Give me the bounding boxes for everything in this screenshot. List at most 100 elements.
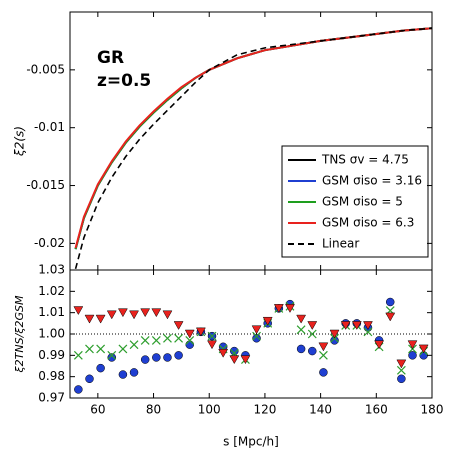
line-series [74, 27, 432, 249]
x-tick-label: 180 [421, 403, 444, 417]
point [262, 316, 273, 326]
point [396, 365, 406, 375]
point [207, 331, 217, 341]
x-tick-label: 120 [253, 403, 276, 417]
y-tick-label: -0.01 [34, 120, 65, 134]
point [129, 368, 139, 377]
point [151, 335, 161, 345]
legend-label: GSM σiso = 6.3 [322, 216, 414, 230]
legend-label: GSM σiso = 5 [322, 195, 403, 209]
y-axis-label: ξ2TNS/ξ2GSM [13, 295, 26, 373]
point [163, 333, 172, 343]
point [140, 308, 151, 318]
y-tick-label: 1.02 [38, 284, 65, 298]
legend-label: GSM σiso = 3.16 [322, 174, 422, 188]
point [319, 368, 328, 377]
point [195, 327, 206, 337]
point [117, 308, 128, 318]
point [363, 327, 373, 337]
point [84, 314, 95, 324]
point [385, 312, 396, 322]
y-tick-label: -0.005 [26, 62, 65, 76]
point [73, 350, 83, 360]
point [285, 304, 295, 313]
point [252, 334, 261, 343]
point [173, 321, 184, 330]
point [73, 306, 84, 316]
annotation: GR [97, 48, 124, 68]
x-axis-label: s [Mpc/h] [223, 435, 279, 449]
point [251, 325, 262, 335]
y-tick-label: 0.99 [38, 348, 65, 362]
x-tick-label: 80 [146, 403, 161, 417]
legend-label: Linear [322, 237, 359, 251]
point [218, 348, 229, 358]
x-tick-label: 160 [365, 403, 388, 417]
point [408, 351, 417, 360]
line-series [74, 27, 432, 270]
point [85, 374, 94, 384]
x-tick-label: 140 [309, 403, 332, 417]
point [252, 331, 261, 341]
point [140, 335, 150, 345]
point [174, 333, 184, 343]
point [174, 351, 183, 360]
plot-frame [69, 269, 433, 399]
point [118, 370, 128, 379]
x-tick-label: 100 [198, 403, 221, 417]
point [418, 344, 429, 354]
point [207, 340, 217, 350]
point [308, 346, 317, 356]
point [230, 346, 239, 356]
point [184, 329, 195, 339]
point [229, 355, 240, 365]
legend-label: TNS σv = 4.75 [321, 153, 409, 167]
point [185, 340, 194, 349]
point [296, 314, 307, 324]
x-tick-label: 60 [90, 403, 105, 417]
y-tick-label: 1.00 [38, 327, 65, 341]
point [118, 344, 128, 354]
point [152, 353, 161, 362]
point [96, 344, 106, 354]
point [163, 353, 172, 362]
point [296, 344, 306, 354]
point [374, 340, 385, 350]
y-tick-label: 0.98 [38, 369, 65, 383]
point [129, 340, 139, 350]
point [140, 355, 150, 364]
point [340, 321, 351, 330]
point [107, 350, 117, 360]
annotation: z=0.5 [97, 71, 151, 91]
point [74, 385, 83, 394]
point [307, 329, 317, 339]
point [385, 297, 395, 307]
point [318, 342, 329, 352]
point [85, 344, 94, 354]
point [129, 310, 139, 320]
point [107, 353, 117, 362]
point [95, 314, 106, 324]
y-tick-label: -0.015 [26, 178, 65, 192]
point [273, 304, 284, 313]
point [329, 329, 340, 339]
point [363, 321, 373, 330]
y-axis-label: ξ2(s) [13, 126, 27, 157]
point [151, 308, 162, 318]
point [296, 325, 306, 335]
point [240, 355, 251, 365]
point [185, 335, 195, 345]
point [351, 321, 362, 330]
point [318, 350, 328, 360]
y-tick-label: 0.97 [38, 391, 65, 405]
point [396, 359, 407, 369]
point [407, 340, 418, 350]
y-tick-label: 1.03 [38, 263, 65, 277]
y-tick-label: 1.01 [38, 305, 65, 319]
y-tick-label: -0.02 [34, 236, 65, 250]
point [397, 374, 406, 384]
point [106, 310, 117, 320]
point [96, 363, 105, 373]
point [162, 310, 173, 320]
